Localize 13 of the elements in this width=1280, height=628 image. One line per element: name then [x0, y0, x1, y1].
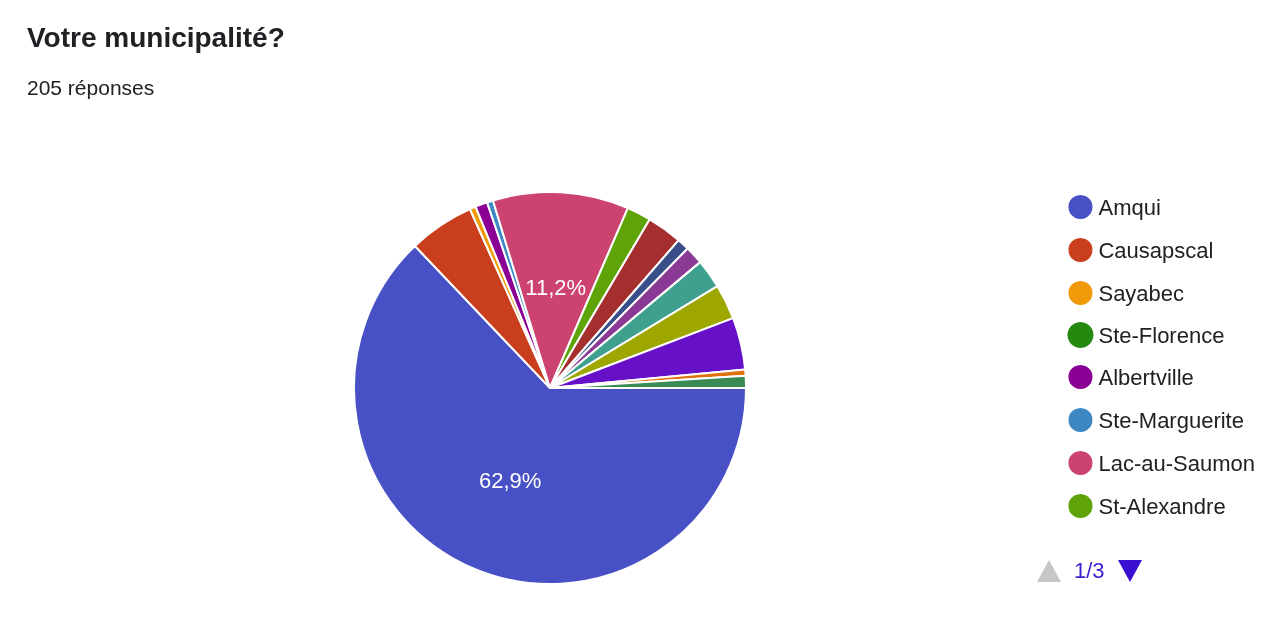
- legend-label: Ste-Florence: [1098, 322, 1225, 348]
- data-label: 11,2%: [525, 274, 587, 300]
- legend-label: Ste-Marguerite: [1098, 407, 1244, 433]
- legend-label: Sayabec: [1098, 280, 1185, 306]
- text: 205 réponses: [27, 76, 155, 99]
- legend-label: St-Alexandre: [1098, 493, 1226, 519]
- text: 1/3: [1074, 558, 1105, 584]
- legend-label: Amqui: [1098, 194, 1161, 220]
- chart-title: Votre municipalité?: [27, 21, 285, 53]
- legend-label: Lac-au-Saumon: [1098, 450, 1256, 476]
- legend-label: Causapscal: [1098, 237, 1214, 263]
- legend-label: Albertville: [1098, 364, 1194, 390]
- data-label: 62,9%: [478, 468, 542, 494]
